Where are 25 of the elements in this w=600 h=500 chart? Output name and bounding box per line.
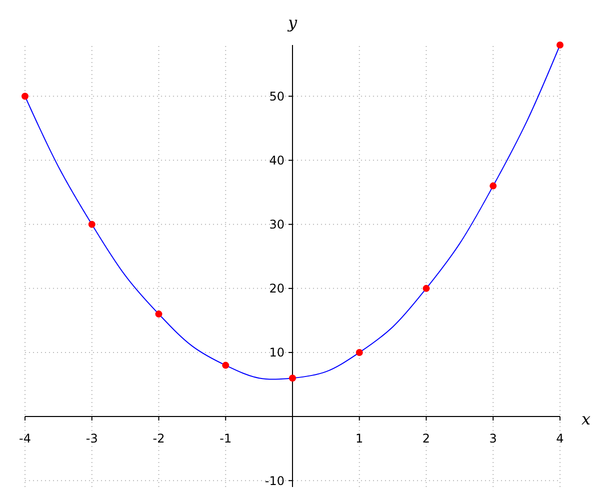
x-tick-label: 3 <box>489 432 497 446</box>
point <box>155 310 162 318</box>
y-tick-label: 30 <box>269 218 284 232</box>
y-tick-label: 40 <box>269 154 284 168</box>
x-tick-label: -1 <box>220 432 232 446</box>
x-tick-label: 2 <box>422 432 430 446</box>
x-tick-label: 4 <box>556 432 564 446</box>
point <box>556 42 564 48</box>
x-tick-label: -4 <box>19 432 31 446</box>
point <box>490 182 497 190</box>
x-axis-title: x <box>581 410 591 429</box>
point <box>422 284 430 292</box>
y-axis-title: y <box>286 13 298 32</box>
point <box>289 374 296 382</box>
y-tick-label: 50 <box>269 89 284 104</box>
point <box>88 220 96 228</box>
x-tick-label: 1 <box>356 432 364 446</box>
y-tick-label: 20 <box>269 282 284 296</box>
point <box>356 348 363 356</box>
y-tick-label: 10 <box>269 346 284 360</box>
y-tick-label: -10 <box>264 474 284 488</box>
point <box>222 362 230 369</box>
point <box>22 92 28 100</box>
x-tick-label: -3 <box>86 432 98 446</box>
x-tick-label: -2 <box>152 432 165 446</box>
